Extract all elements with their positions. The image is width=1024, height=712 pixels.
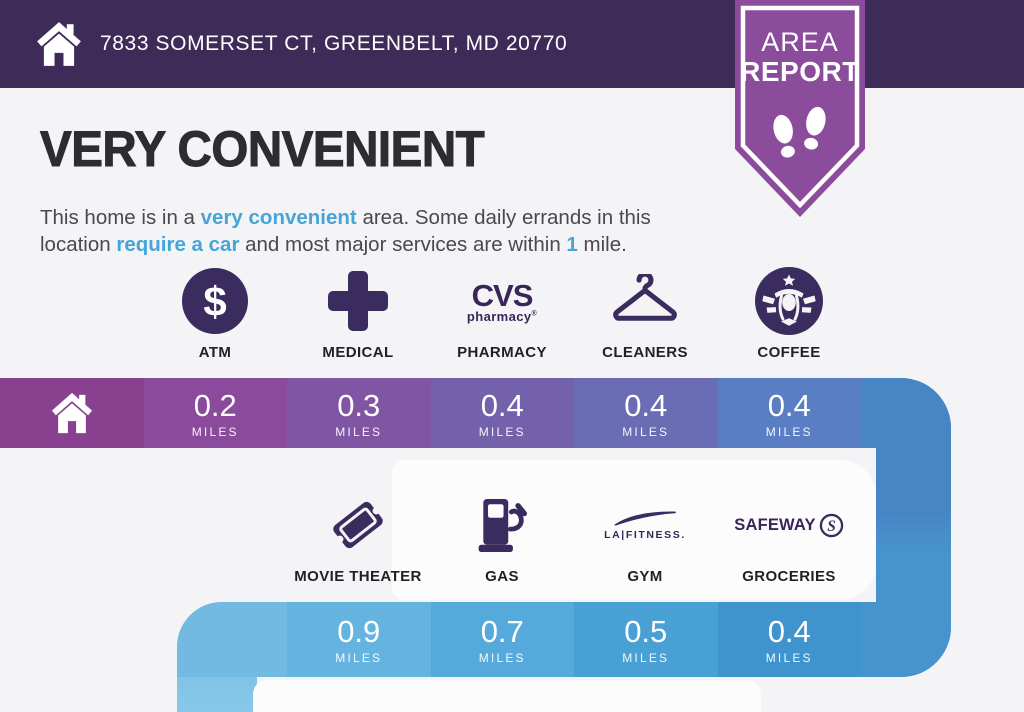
- bar-tail: [861, 602, 951, 677]
- hanger-icon: [609, 262, 681, 340]
- poi-label: PHARMACY: [457, 344, 547, 361]
- home-icon: [51, 392, 92, 434]
- safeway-s-glyph: S: [827, 517, 836, 534]
- dollar-glyph: $: [203, 278, 226, 325]
- summary-highlight: 1: [566, 232, 578, 256]
- poi-groceries: SAFEWAY S GROCERIES: [714, 486, 864, 585]
- distance-unit: MILES: [335, 651, 383, 665]
- la-fitness-wordmark: LA|FITNESS.: [604, 528, 686, 541]
- cvs-pharmacy-text: pharmacy®: [467, 310, 537, 323]
- safeway-s-mark: S: [819, 513, 843, 537]
- distance-unit: MILES: [622, 651, 670, 665]
- distance-value: 0.3: [337, 387, 381, 423]
- poi-cleaners: CLEANERS: [570, 262, 720, 361]
- cvs-pharmacy-logo: CVS pharmacy®: [467, 262, 537, 340]
- distance-unit: MILES: [478, 424, 526, 439]
- badge-line2: REPORT: [740, 56, 860, 88]
- distance-unit: MILES: [622, 424, 670, 439]
- distance-value: 0.4: [767, 387, 811, 423]
- distance-value: 0.7: [480, 614, 524, 649]
- summary-segment: area. Some daily errands in this locatio…: [40, 205, 651, 256]
- poi-gas: GAS: [427, 486, 577, 585]
- poi-card-bottom: [253, 680, 761, 712]
- distance-cell: 0.7 MILES: [430, 602, 574, 677]
- home-cell: [0, 378, 144, 448]
- gas-pump-icon: [475, 486, 529, 564]
- poi-gym: LA|FITNESS. GYM: [570, 486, 720, 585]
- distance-value: 0.4: [480, 387, 524, 423]
- bar-lead: [177, 602, 287, 677]
- poi-coffee: COFFEE: [714, 262, 864, 361]
- distance-cell: 0.4 MILES: [717, 378, 861, 448]
- distance-unit: MILES: [478, 651, 526, 665]
- summary-highlight: require a car: [116, 232, 240, 256]
- distance-cell: 0.3 MILES: [287, 378, 431, 448]
- distance-bar-row1: 0.2 MILES 0.3 MILES 0.4 MILES 0.4 MILES …: [0, 378, 951, 448]
- dollar-circle-icon: $: [181, 262, 249, 340]
- summary-highlight: very convenient: [200, 205, 357, 229]
- distance-cell: 0.5 MILES: [574, 602, 718, 677]
- badge-pennant-shape: [735, 0, 865, 217]
- poi-movie-theater: MOVIE THEATER: [283, 486, 433, 585]
- poi-label: GYM: [627, 568, 663, 585]
- poi-label: COFFEE: [757, 344, 821, 361]
- safeway-wordmark: SAFEWAY: [734, 515, 816, 534]
- distance-cell: 0.4 MILES: [574, 378, 718, 448]
- header-bar: 7833 SOMERSET CT, GREENBELT, MD 20770: [0, 0, 1024, 88]
- cvs-wordmark: CVS: [471, 277, 534, 313]
- la-fitness-logo: LA|FITNESS.: [604, 486, 686, 564]
- poi-label: GROCERIES: [742, 568, 836, 585]
- distance-value: 0.4: [624, 387, 668, 423]
- la-fitness-swoosh: [613, 510, 676, 525]
- bar-tail: [861, 378, 951, 448]
- summary-segment: and most major services are within: [239, 232, 567, 256]
- badge-line1: AREA: [761, 27, 839, 57]
- summary-segment: mile.: [577, 232, 627, 256]
- footprints-icon: [773, 106, 826, 158]
- poi-label: MEDICAL: [322, 344, 394, 361]
- page-title: VERY CONVENIENT: [40, 121, 486, 178]
- poi-label: GAS: [485, 568, 519, 585]
- poi-label: ATM: [198, 344, 232, 361]
- distance-cell: 0.4 MILES: [430, 378, 574, 448]
- registered-mark: ®: [531, 310, 538, 318]
- distance-unit: MILES: [335, 424, 383, 439]
- distance-cell: 0.4 MILES: [717, 602, 861, 677]
- distance-unit: MILES: [765, 424, 813, 439]
- poi-label: MOVIE THEATER: [294, 568, 422, 585]
- ticket-icon: [320, 486, 396, 564]
- poi-pharmacy: CVS pharmacy® PHARMACY: [427, 262, 577, 362]
- distance-cell: 0.9 MILES: [287, 602, 431, 677]
- distance-unit: MILES: [191, 424, 239, 439]
- distance-unit: MILES: [765, 651, 813, 665]
- starbucks-siren-logo: [753, 262, 825, 340]
- cvs-pharmacy-word: pharmacy: [466, 308, 532, 324]
- medical-cross-icon: [324, 262, 392, 340]
- property-address: 7833 SOMERSET CT, GREENBELT, MD 20770: [100, 32, 568, 55]
- poi-card-row2: [392, 460, 876, 600]
- distance-value: 0.9: [337, 614, 381, 649]
- poi-atm: $ ATM: [140, 262, 290, 361]
- poi-medical: MEDICAL: [283, 262, 433, 361]
- distance-value: 0.4: [767, 614, 811, 649]
- summary-segment: This home is in a: [40, 205, 201, 229]
- distance-value: 0.5: [624, 614, 668, 649]
- safeway-logo: SAFEWAY S: [734, 486, 843, 564]
- home-icon: [34, 19, 84, 74]
- distance-cell: 0.2 MILES: [143, 378, 287, 448]
- poi-label: CLEANERS: [602, 344, 688, 361]
- distance-value: 0.2: [193, 387, 237, 423]
- area-report-badge: AREA REPORT: [735, 0, 865, 224]
- distance-bar-row2: 0.9 MILES 0.7 MILES 0.5 MILES 0.4 MILES: [177, 602, 951, 677]
- summary-text: This home is in a very convenient area. …: [40, 204, 708, 259]
